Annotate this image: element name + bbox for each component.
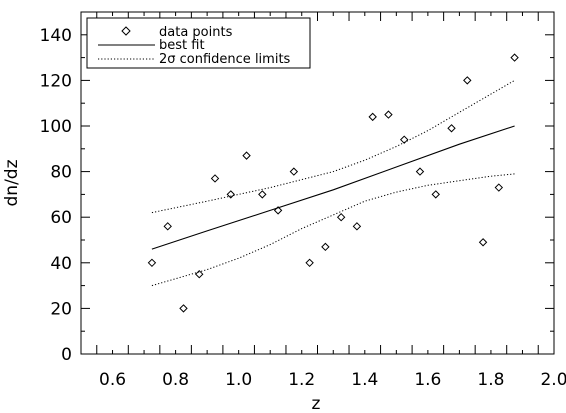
fit-lines bbox=[151, 79, 515, 287]
data-point bbox=[226, 190, 235, 199]
x-tick-label: 1.6 bbox=[414, 370, 441, 390]
data-point bbox=[447, 124, 456, 133]
legend-box bbox=[86, 17, 311, 69]
x-tick-label: 2.0 bbox=[540, 370, 566, 390]
y-axis-title: dn/dz bbox=[2, 159, 22, 206]
data-point bbox=[478, 238, 488, 247]
x-axis-title: z bbox=[312, 394, 321, 413]
y-tick-label: 120 bbox=[40, 71, 72, 91]
legend-label-points: data points bbox=[159, 25, 233, 40]
data-point bbox=[179, 304, 188, 313]
data-point bbox=[242, 151, 251, 160]
x-tick-label: 1.2 bbox=[288, 370, 315, 390]
y-tick-label: 140 bbox=[40, 26, 72, 46]
legend-label-confidence: 2σ confidence limits bbox=[159, 52, 291, 67]
y-tick-label: 20 bbox=[50, 299, 72, 319]
y-tick-label: 40 bbox=[50, 254, 72, 274]
data-point bbox=[415, 167, 425, 176]
x-tick-label: 1.0 bbox=[225, 370, 252, 390]
data-point bbox=[321, 242, 330, 252]
data-point bbox=[195, 269, 204, 279]
data-point bbox=[352, 222, 362, 231]
data-point bbox=[384, 110, 393, 119]
y-tick-label: 60 bbox=[50, 208, 72, 228]
x-tick-label: 1.8 bbox=[477, 370, 504, 390]
legend: data points best fit 2σ confidence limit… bbox=[86, 17, 311, 69]
data-point bbox=[494, 183, 504, 192]
data-points bbox=[147, 53, 519, 313]
data-point bbox=[147, 258, 157, 268]
legend-diamond-marker bbox=[121, 26, 131, 36]
data-point bbox=[289, 167, 299, 176]
y-tick-label: 80 bbox=[50, 163, 72, 183]
x-tick-label: 0.6 bbox=[99, 370, 126, 390]
best-fit-line bbox=[151, 125, 515, 250]
data-point bbox=[463, 76, 472, 85]
data-point bbox=[258, 190, 267, 199]
x-tick-label: 1.4 bbox=[351, 370, 378, 390]
y-tick-label: 0 bbox=[61, 345, 72, 365]
data-point bbox=[336, 212, 346, 222]
legend-label-fit: best fit bbox=[159, 38, 205, 53]
upper-confidence-line bbox=[151, 79, 515, 214]
data-point bbox=[163, 222, 172, 231]
data-point bbox=[400, 135, 409, 144]
data-point bbox=[273, 206, 283, 215]
data-point bbox=[368, 112, 377, 122]
lower-confidence-line bbox=[151, 173, 515, 287]
tick-labels: 0.6 0.8 1.0 1.2 1.4 1.6 1.8 2.0 0 20 40 60 80 100 120 1… bbox=[40, 26, 566, 390]
data-point bbox=[305, 258, 314, 268]
data-point bbox=[210, 174, 220, 183]
y-tick-label: 100 bbox=[40, 117, 72, 137]
x-tick-label: 0.8 bbox=[162, 370, 189, 390]
data-point bbox=[431, 190, 440, 199]
data-point bbox=[510, 53, 519, 62]
